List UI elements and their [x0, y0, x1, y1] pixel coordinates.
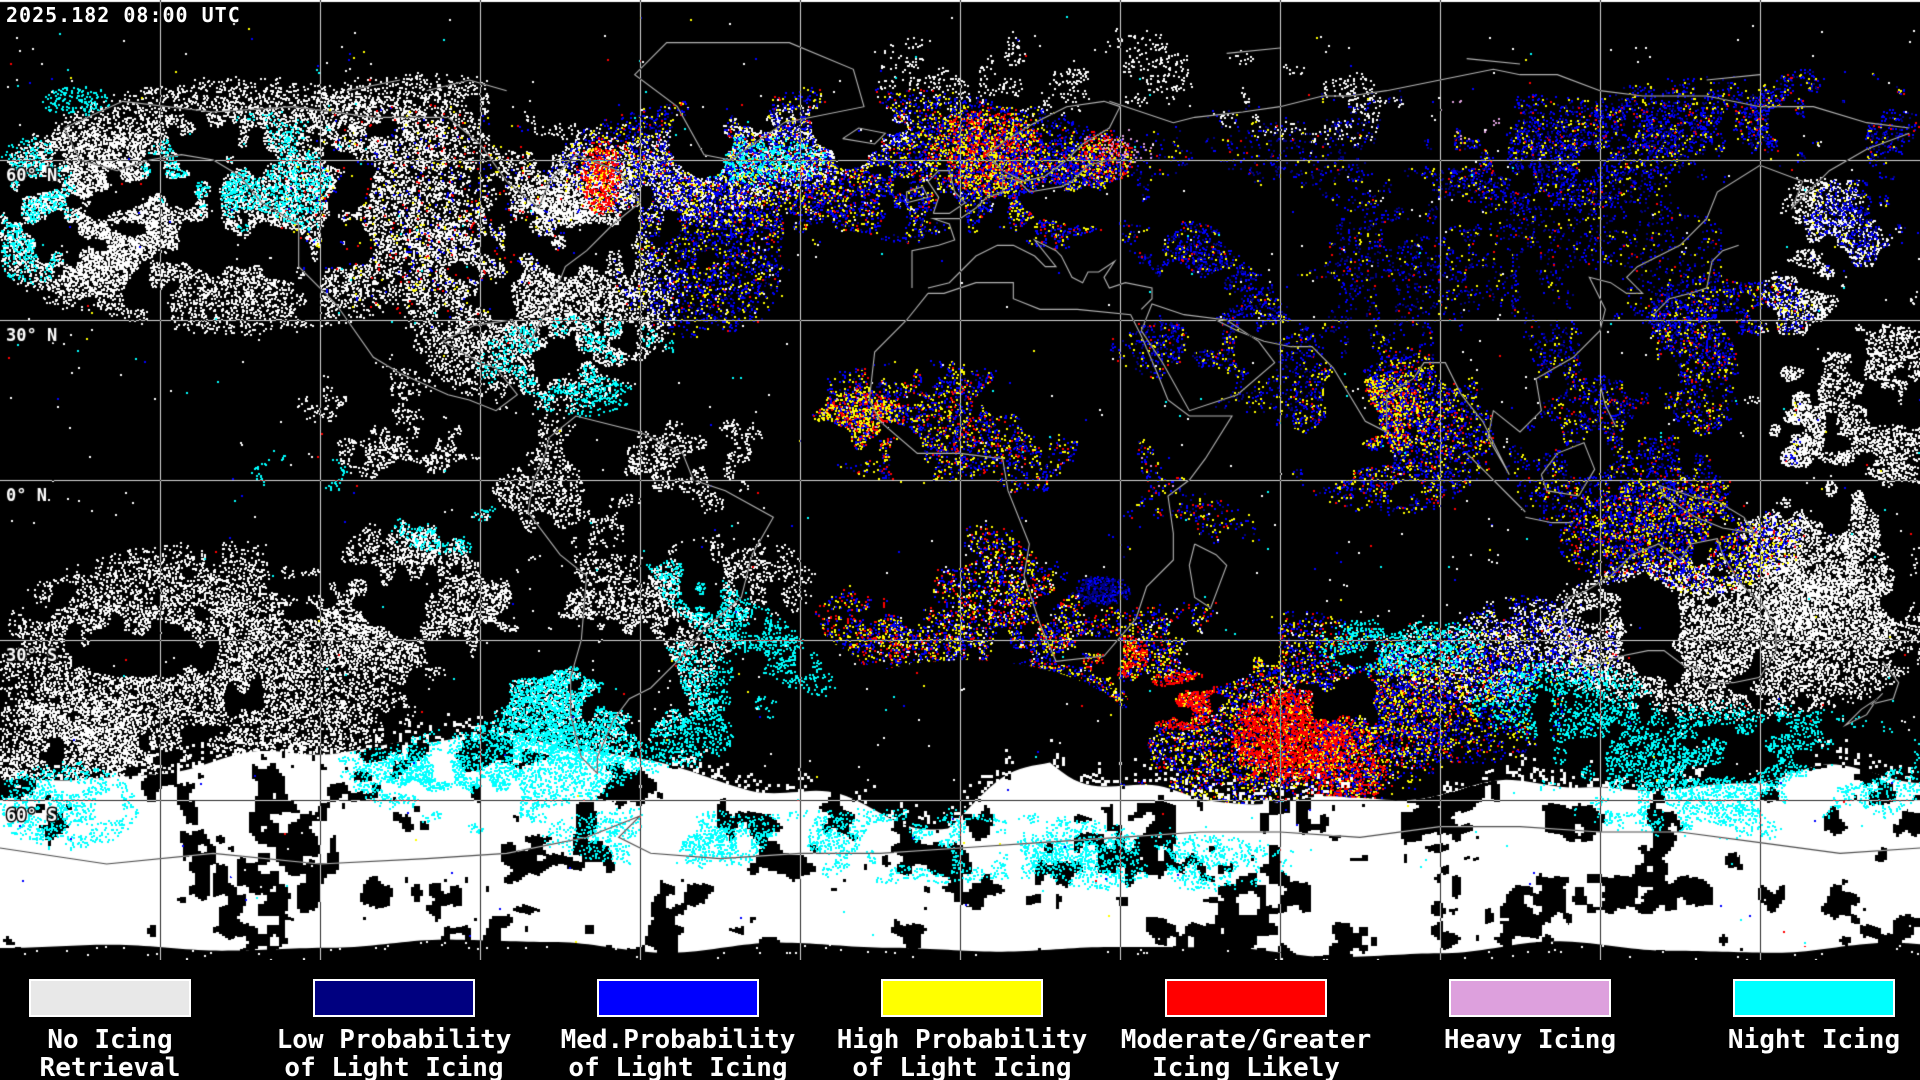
legend-label-line: Med.Probability: [560, 1025, 796, 1055]
legend-item-night-icing: Night Icing: [1728, 960, 1900, 1080]
legend-item-med-probability: Med.Probability of Light Icing: [561, 960, 795, 1080]
legend-item-low-probability: Low Probability of Light Icing: [277, 960, 511, 1080]
legend-swatch-high-probability: [881, 979, 1043, 1017]
legend-label-line: No Icing: [47, 1025, 173, 1055]
legend-item-high-probability: High Probability of Light Icing: [837, 960, 1087, 1080]
legend-swatch-no-icing: [29, 979, 191, 1017]
legend-label-line: Retrieval: [39, 1053, 181, 1080]
legend-swatch-heavy-icing: [1449, 979, 1611, 1017]
legend-swatch-med-probability: [597, 979, 759, 1017]
legend-label-line: Icing Likely: [1152, 1053, 1340, 1080]
legend-item-moderate-greater: Moderate/Greater Icing Likely: [1121, 960, 1371, 1080]
legend: No Icing Retrieval Low Probability of Li…: [0, 960, 1920, 1080]
legend-label-line: of Light Icing: [568, 1053, 788, 1080]
legend-label-line: Low Probability: [276, 1025, 512, 1055]
legend-swatch-moderate-greater: [1165, 979, 1327, 1017]
legend-label-line: of Light Icing: [852, 1053, 1072, 1080]
legend-label-line: Moderate/Greater: [1120, 1025, 1372, 1055]
timestamp-label: 2025.182 08:00 UTC: [6, 3, 241, 27]
legend-swatch-night-icing: [1733, 979, 1895, 1017]
legend-label-line: of Light Icing: [284, 1053, 504, 1080]
legend-item-heavy-icing: Heavy Icing: [1444, 960, 1616, 1080]
legend-item-no-icing: No Icing Retrieval: [29, 960, 191, 1080]
icing-map-canvas: [0, 0, 1920, 960]
legend-label-line: High Probability: [836, 1025, 1088, 1055]
legend-swatch-low-probability: [313, 979, 475, 1017]
legend-label-line: Heavy Icing: [1443, 1025, 1617, 1055]
legend-label-line: Night Icing: [1727, 1025, 1901, 1055]
